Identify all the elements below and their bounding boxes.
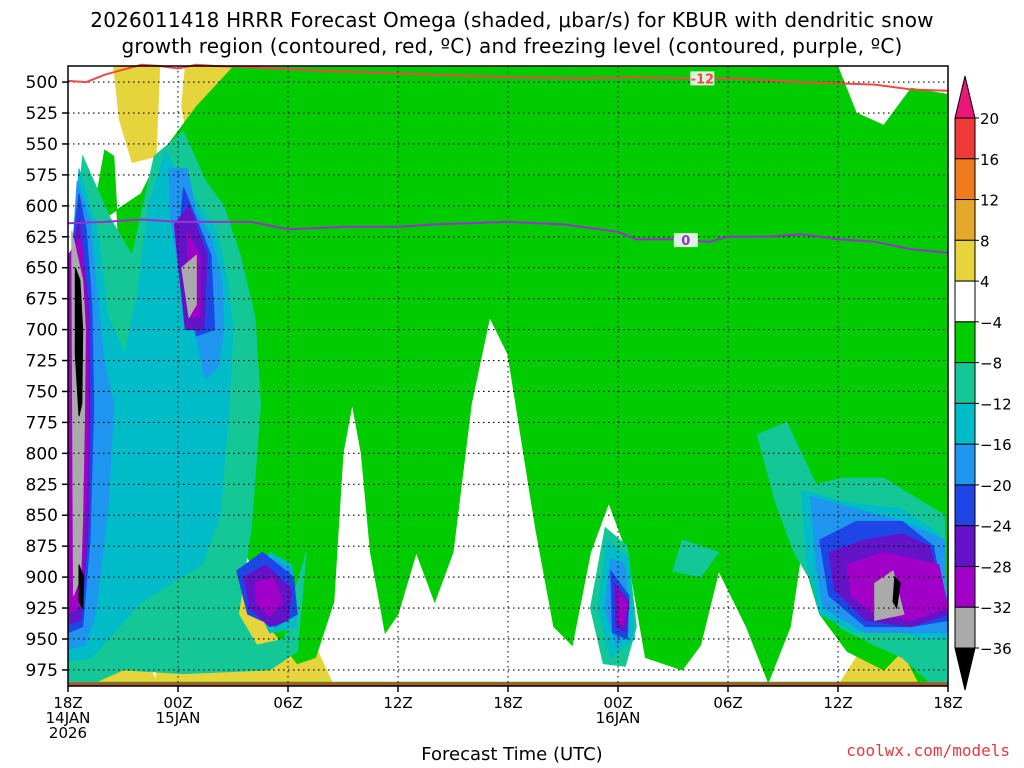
contour-label-bg-0 [690,71,715,86]
x-tick-label-42-0: 12Z [823,694,852,712]
colorbar-label-0: 20 [980,110,999,128]
contour-line-0 [67,63,949,92]
y-tick-label-675: 675 [26,290,58,310]
colorbar-label-5: −4 [980,314,1002,332]
x-tick-label-18-0: 12Z [383,694,412,712]
colorbar-swatch-2 [954,158,976,201]
colorbar-label-8: −16 [980,436,1012,454]
credit-text: coolwx.com/models [846,741,1010,760]
y-tick-label-950: 950 [26,630,58,650]
omega-region-9-4 [617,587,628,628]
chart-title-line2: growth region (contoured, red, ºC) and f… [121,34,903,58]
y-tick-label-750: 750 [26,382,58,402]
x-axis-title: Forecast Time (UTC) [421,744,603,765]
grid [68,66,948,686]
y-tick-label-600: 600 [26,197,58,217]
y-tick-label-550: 550 [26,135,58,155]
y-axis-ticks: 500 525 550 575 600 625 650 675 700 725 750 775 800 8… [26,73,68,681]
y-tick-label-725: 725 [26,352,58,372]
colorbar-label-11: −28 [980,558,1012,576]
colorbar-swatch-6 [954,321,976,364]
x-tick-label-0-2: 2026 [49,724,87,742]
omega-region-11-0 [74,267,84,417]
contour-line-1 [67,218,949,254]
y-tick-label-850: 850 [26,506,58,526]
colorbar-swatch-13 [954,606,976,649]
omega-region-10-2 [181,254,197,319]
x-tick-label-0-1: 14JAN [46,709,91,727]
y-tick-label-825: 825 [26,475,58,495]
colorbar-label-1: 16 [980,151,999,169]
x-tick-label-0-0: 18Z [53,694,82,712]
colorbar-label-12: −32 [980,599,1012,617]
omega-region-2-1 [113,66,161,164]
colorbar-bottom-arrow [954,647,976,691]
x-tick-label-48-0: 18Z [933,694,962,712]
colorbar-swatch-11 [954,525,976,567]
contour-label-bg-1 [673,233,698,248]
contour-label-1: 0 [681,234,690,249]
x-tick-label-24-0: 18Z [493,694,522,712]
colorbar-swatch-5 [954,280,976,323]
y-tick-label-975: 975 [26,661,58,681]
y-tick-label-625: 625 [26,228,58,248]
ground-strip [68,682,948,686]
chart-title-line1: 2026011418 HRRR Forecast Omega (shaded, … [90,8,934,32]
omega-region-11-1 [78,564,85,610]
colorbar-label-4: 4 [980,273,990,291]
colorbar-label-13: −36 [980,640,1012,658]
x-tick-label-30-0: 00Z [603,694,632,712]
colorbar-swatch-4 [954,239,976,282]
omega-region-11-2 [892,575,901,610]
colorbar-swatch-10 [954,484,976,527]
colorbar-swatch-7 [954,362,976,404]
y-tick-label-900: 900 [26,568,58,588]
y-tick-label-775: 775 [26,413,58,433]
y-tick-label-500: 500 [26,73,58,93]
x-tick-label-6-0: 00Z [163,694,192,712]
colorbar-label-9: −20 [980,477,1012,495]
y-tick-label-650: 650 [26,259,58,279]
colorbar-swatch-3 [954,199,976,241]
y-tick-label-575: 575 [26,166,58,186]
x-tick-label-36-0: 06Z [713,694,742,712]
colorbar-top-arrow [954,75,976,119]
x-tick-label-12-0: 06Z [273,694,302,712]
plot-area: -12 0 [67,63,949,687]
x-tick-label-30-1: 16JAN [596,709,641,727]
colorbar-swatch-12 [954,565,976,608]
colorbar-label-3: 8 [980,232,990,250]
colorbar-label-10: −24 [980,518,1012,536]
colorbar-label-6: −8 [980,355,1002,373]
colorbar-label-7: −12 [980,395,1012,413]
y-tick-label-925: 925 [26,599,58,619]
colorbar-swatch-8 [954,402,976,445]
colorbar: 20 16 12 8 4 −4 −8 −12 −16 −20 −24 −28 −32 −36 [954,75,1012,691]
y-tick-label-875: 875 [26,537,58,557]
omega-region-4-3 [672,539,720,578]
colorbar-label-2: 12 [980,192,999,210]
contour-label-0: -12 [691,72,715,87]
colorbar-swatch-9 [954,443,976,486]
x-tick-label-6-1: 15JAN [156,709,201,727]
omega-region-9-1 [254,576,284,618]
y-tick-label-800: 800 [26,444,58,464]
y-tick-label-700: 700 [26,321,58,341]
y-tick-label-525: 525 [26,104,58,124]
colorbar-swatch-1 [954,117,976,160]
